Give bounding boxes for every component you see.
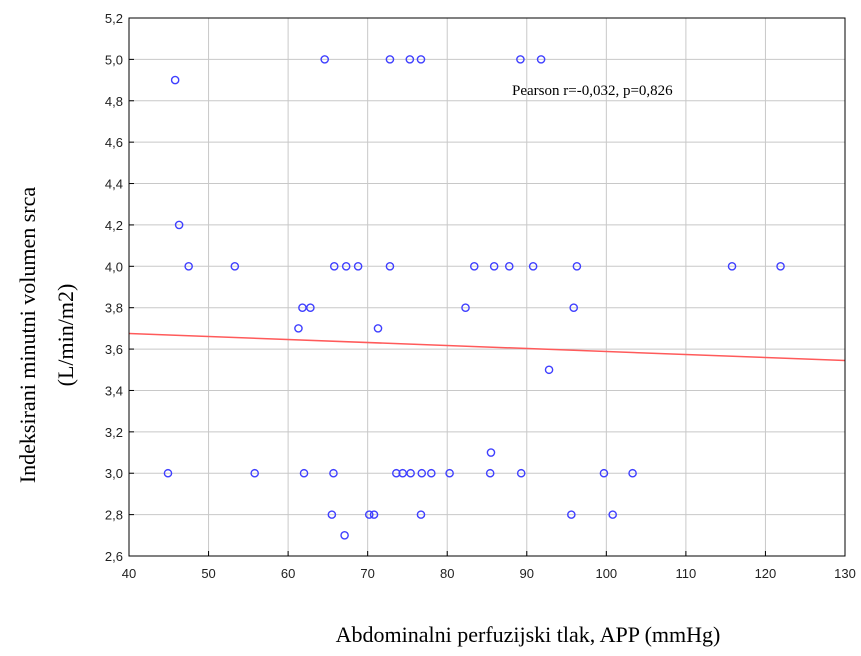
data-point [341,262,351,271]
x-tick-label: 110 [676,566,697,581]
data-point [340,531,349,540]
data-point [776,262,785,271]
data-point [504,262,514,271]
x-tick-label: 80 [440,566,454,581]
x-tick-label: 60 [281,566,295,581]
data-point [353,262,363,271]
data-point [329,262,339,271]
data-point [469,262,479,271]
data-point [364,510,374,519]
data-point [294,324,303,333]
data-point [485,468,495,478]
data-point [427,468,436,478]
plot-frame [128,17,846,557]
data-point [569,303,579,312]
data-point [417,468,427,478]
data-point [528,262,538,271]
y-tick-labels: 2,6 2,8 3,0 3,2 3,4 3,6 3,8 4,0 4,2 4,4 4,6 4,8 5,0 5… [105,11,123,564]
data-point [572,262,582,271]
points-layer [163,55,785,540]
data-point [398,468,407,478]
y-tick-label: 4,2 [105,218,123,233]
correlation-annotation: Pearson r=-0,032, p=0,826 [512,83,673,99]
x-tick-labels: 40 50 60 70 80 90 100 110 120 130 [122,566,856,581]
data-point [416,55,426,64]
data-point [306,303,315,312]
x-tick-label: 130 [834,566,856,581]
data-point [416,510,426,519]
data-point [516,55,525,64]
y-tick-label: 3,4 [105,383,123,398]
x-tick-label: 90 [520,566,534,581]
data-point [489,262,499,271]
data-point [536,55,546,64]
regression-line [128,332,846,362]
x-tick-label: 100 [595,566,617,581]
grid-layer [128,17,846,557]
data-point [516,468,526,478]
y-tick-label: 3,0 [105,466,123,481]
y-tick-label: 5,2 [105,11,123,26]
data-point [184,262,193,271]
y-tick-label: 5,0 [105,52,123,67]
y-tick-label: 2,6 [105,549,123,564]
data-point [230,262,240,271]
y-axis-title-line1: Indeksirani minutni volumen srca [15,187,40,484]
y-tick-label: 3,2 [105,425,123,440]
data-point [445,468,454,478]
y-tick-label: 3,6 [105,342,123,357]
y-tick-label: 4,4 [105,177,123,192]
data-point [369,510,379,519]
data-point [406,468,415,478]
data-point [628,468,637,478]
y-tick-label: 4,0 [105,259,123,274]
data-point [373,324,383,333]
data-point [174,220,184,230]
data-point [299,468,309,478]
data-point [170,75,180,85]
data-point [385,55,395,64]
data-point [298,303,307,312]
x-tick-label: 50 [201,566,215,581]
y-axis-title-line2: (L/min/m2) [53,284,78,387]
data-point [461,303,470,312]
data-point [405,55,415,64]
data-point [250,468,259,478]
data-point [163,468,173,478]
data-point [327,510,337,519]
y-tick-label: 2,8 [105,508,123,523]
data-point [486,448,496,457]
data-point [385,262,395,271]
fit-line-layer [128,332,846,362]
data-point [544,365,554,375]
x-axis-title: Abdominalni perfuzijski tlak, APP (mmHg) [336,622,721,647]
data-point [599,468,609,478]
data-point [608,510,617,519]
y-tick-label: 4,6 [105,135,123,150]
x-tick-label: 120 [755,566,777,581]
y-tick-label: 3,8 [105,301,123,316]
data-point [567,510,576,519]
data-point [329,468,338,478]
data-point [727,262,737,271]
data-point [320,55,330,64]
data-point [392,468,401,478]
x-tick-label: 40 [122,566,136,581]
x-tick-label: 70 [360,566,374,581]
y-tick-label: 4,8 [105,94,123,109]
